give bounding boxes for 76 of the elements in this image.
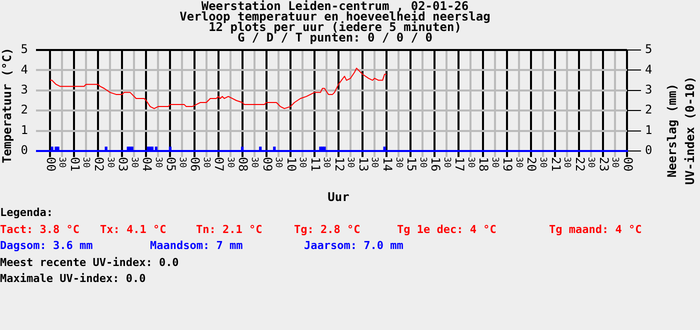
text: Jaarsom: 7.0 mm xyxy=(304,238,404,254)
text: Tn: 2.1 °C xyxy=(196,222,264,238)
text: Legenda: xyxy=(0,205,54,221)
text: Tg maand: 4 °C xyxy=(549,222,643,238)
x-tick-label: 30 xyxy=(297,157,308,168)
x-tick-label: 22 xyxy=(572,157,587,172)
y2-tick-label: 4 xyxy=(645,62,652,76)
x-tick-label: 08 xyxy=(236,157,250,172)
x-tick-label: 00 xyxy=(44,157,58,172)
x-tick-label: 30 xyxy=(489,157,500,168)
y-tick-label: 0 xyxy=(20,143,28,158)
x-tick-label: 13 xyxy=(356,157,370,172)
y2-tick-label: 5 xyxy=(645,42,652,56)
x-tick-label: 30 xyxy=(417,157,428,168)
x-tick-label: 30 xyxy=(586,157,596,168)
y-tick-label: 1 xyxy=(20,122,28,137)
x-tick-label: 14 xyxy=(380,157,394,172)
text: Meest recente UV-index: 0.0 xyxy=(0,254,180,270)
x-tick-label: 01 xyxy=(68,157,82,172)
x-tick-label: 03 xyxy=(116,157,130,172)
y2-tick-label: 3 xyxy=(645,82,652,97)
y2-tick-label: 0 xyxy=(645,143,652,158)
x-tick-label: 30 xyxy=(369,157,380,168)
x-tick-label: 05 xyxy=(164,157,178,172)
x-tick-label: 30 xyxy=(393,157,404,168)
x-tick-label: 30 xyxy=(441,157,452,168)
x-tick-label: 30 xyxy=(538,157,548,168)
x-tick-label: 12 xyxy=(332,157,346,172)
x-tick-label: 07 xyxy=(212,157,226,172)
x-tick-label: 30 xyxy=(80,157,91,168)
x-tick-label: 30 xyxy=(273,157,284,168)
text: Tact: 3.8 °C xyxy=(0,222,80,238)
x-tick-label: 06 xyxy=(188,157,202,172)
x-tick-label: 30 xyxy=(562,157,572,168)
x-tick-label: 30 xyxy=(56,157,67,168)
x-tick-label: 16 xyxy=(428,157,443,172)
x-tick-label: 30 xyxy=(610,157,620,168)
x-tick-label: 19 xyxy=(500,157,515,172)
x-tick-label: 18 xyxy=(476,157,491,172)
x-tick-label: 15 xyxy=(404,157,418,172)
x-tick-label: 23 xyxy=(596,157,611,172)
y2-tick-label: 1 xyxy=(645,122,652,137)
x-tick-label: 30 xyxy=(513,157,524,168)
x-tick-label: 30 xyxy=(200,157,211,168)
x-tick-label: 30 xyxy=(128,157,139,168)
x-tick-label: 00 xyxy=(620,157,635,172)
x-tick-label: 09 xyxy=(260,157,274,172)
y-tick-label: 4 xyxy=(20,62,28,76)
x-tick-label: 11 xyxy=(308,157,322,172)
text: Tg 1e dec: 4 °C xyxy=(397,222,498,238)
x-tick-label: 30 xyxy=(465,157,476,168)
x-tick-label: 17 xyxy=(452,157,467,172)
x-tick-label: 30 xyxy=(224,157,235,168)
x-tick-label: 20 xyxy=(524,157,539,172)
x-tick-label: 21 xyxy=(548,157,563,172)
x-tick-label: 30 xyxy=(321,157,332,168)
y-tick-label: 2 xyxy=(20,102,28,117)
text: Tx: 4.1 °C xyxy=(100,222,168,238)
text: Maandsom: 7 mm xyxy=(150,238,244,254)
x-tick-label: 02 xyxy=(92,157,106,172)
x-tick-label: 04 xyxy=(140,157,154,172)
x-tick-label: 30 xyxy=(249,157,260,168)
text: Dagsom: 3.6 mm xyxy=(0,238,94,254)
text: Tg: 2.8 °C xyxy=(294,222,362,238)
x-axis-title: Uur xyxy=(328,190,350,204)
text: Maximale UV-index: 0.0 xyxy=(0,271,147,287)
x-tick-label: 30 xyxy=(104,157,115,168)
x-tick-label: 30 xyxy=(345,157,356,168)
y-tick-label: 5 xyxy=(20,42,28,56)
x-tick-label: 10 xyxy=(284,157,298,172)
y2-axis-title: Neerslag (mm) UV-index (0-10) xyxy=(665,76,698,185)
x-tick-label: 30 xyxy=(152,157,163,168)
y2-tick-label: 2 xyxy=(645,102,652,117)
y-tick-label: 3 xyxy=(20,82,28,97)
y-axis-title: Temperatuur (°C) xyxy=(0,48,14,164)
x-tick-label: 30 xyxy=(176,157,187,168)
